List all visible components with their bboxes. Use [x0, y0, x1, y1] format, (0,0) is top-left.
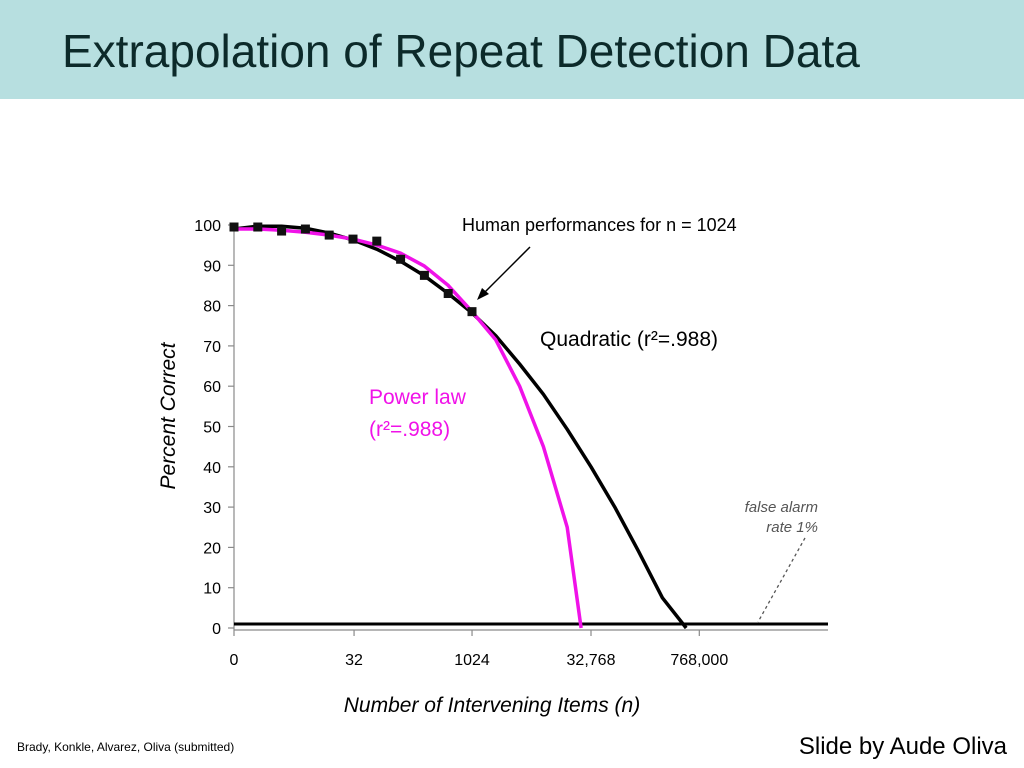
y-tick-label: 0 — [212, 621, 221, 638]
human-data-point — [372, 236, 382, 246]
power-law-fit-line — [234, 227, 583, 629]
y-tick-label: 30 — [203, 500, 221, 517]
human-performance-arrow-line — [481, 246, 531, 296]
y-tick-label: 60 — [203, 379, 221, 396]
y-tick-label: 90 — [203, 258, 221, 275]
human-data-point — [348, 234, 358, 244]
human-data-point — [277, 226, 287, 236]
y-tick-label: 100 — [194, 218, 221, 235]
human-data-point — [419, 270, 429, 280]
x-tick-label: 32,768 — [567, 652, 616, 669]
x-tick-label: 32 — [345, 652, 363, 669]
false-alarm-label: false alarm — [745, 499, 818, 516]
title-bar — [0, 0, 1024, 99]
x-axis-title: Number of Intervening Items (n) — [344, 694, 640, 717]
x-tick-label: 1024 — [454, 652, 490, 669]
human-performance-label: Human performances for n = 1024 — [462, 215, 737, 235]
slide-credit: Slide by Aude Oliva — [798, 733, 1007, 760]
citation: Brady, Konkle, Alvarez, Oliva (submitted… — [17, 740, 235, 754]
human-data-point — [467, 307, 477, 317]
x-tick-label: 0 — [230, 652, 239, 669]
slide-title: Extrapolation of Repeat Detection Data — [62, 25, 860, 77]
quadratic-fit-line — [233, 224, 688, 630]
y-axis-title: Percent Correct — [157, 341, 180, 489]
human-data-point — [253, 222, 263, 232]
human-data-point — [443, 289, 453, 299]
false-alarm-pointer — [757, 537, 806, 623]
x-tick-label: 768,000 — [670, 652, 728, 669]
quadratic-label: Quadratic (r²=.988) — [540, 328, 718, 351]
human-data-point — [396, 254, 406, 264]
y-tick-label: 50 — [203, 420, 221, 437]
human-data-point — [300, 224, 310, 234]
power-law-label: Power law — [369, 386, 467, 409]
false-alarm-rate-label: rate 1% — [766, 519, 818, 536]
y-tick-label: 80 — [203, 299, 221, 316]
y-tick-label: 70 — [203, 339, 221, 356]
human-performance-arrow-head — [477, 288, 489, 300]
y-tick-label: 40 — [203, 460, 221, 477]
y-tick-label: 20 — [203, 540, 221, 557]
human-data-point — [324, 230, 334, 240]
power-law-r2-label: (r²=.988) — [369, 418, 450, 441]
human-data-point — [229, 222, 239, 232]
y-tick-label: 10 — [203, 581, 221, 598]
